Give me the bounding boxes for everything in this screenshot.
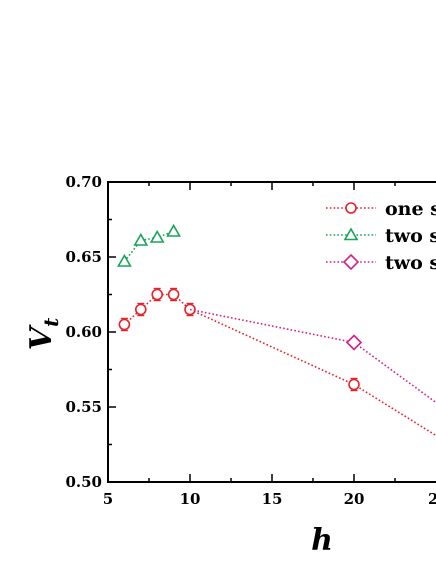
tick-labels: 5 10 15 20 2: 0.50 0.55 0.60 0.65 0.70 [65,173,436,508]
y-axis-title: Vt [24,317,63,350]
x-tick-label: 20 [344,490,365,508]
data-point [133,232,149,246]
series-line [123,230,174,262]
data-point [117,253,132,267]
x-tick-label: 2: [428,490,436,508]
data-point [167,288,180,301]
y-tick-label: 0.65 [65,248,102,266]
series-1 [118,287,436,437]
x-tick-label: 15 [262,490,283,508]
legend-entry-3: two s [326,252,436,274]
series-line [123,293,436,437]
data-point [166,223,181,237]
data-point [348,378,360,391]
data-point [151,288,163,301]
y-tick-label: 0.60 [65,323,102,341]
series-line [189,308,436,404]
x-tick-label: 10 [180,490,201,508]
y-tick-label: 0.70 [65,173,102,191]
y-tick-label: 0.50 [65,473,102,491]
legend-label: two s [385,252,436,274]
axis-ticks [107,181,396,483]
data-point [118,318,131,331]
series-3 [189,308,436,404]
data-point [345,334,363,351]
data-point [149,229,165,243]
legend-marker [345,202,357,214]
legend-entry-1: one s [326,198,436,220]
y-axis-title-sub: t [39,317,63,327]
legend-label: two s [385,225,436,247]
series-2 [117,223,181,267]
legend-entry-2: two s [326,225,436,247]
legend-marker [342,253,360,271]
series-layer [117,223,436,437]
data-point [135,303,147,316]
y-tick-label: 0.55 [65,398,102,416]
x-axis-title: h [311,523,333,558]
y-axis-title-main: V [24,324,59,350]
legend: one s two s two s [326,198,436,274]
legend-marker [343,227,359,241]
legend-label: one s [385,198,436,220]
x-tick-label: 5 [103,490,113,508]
